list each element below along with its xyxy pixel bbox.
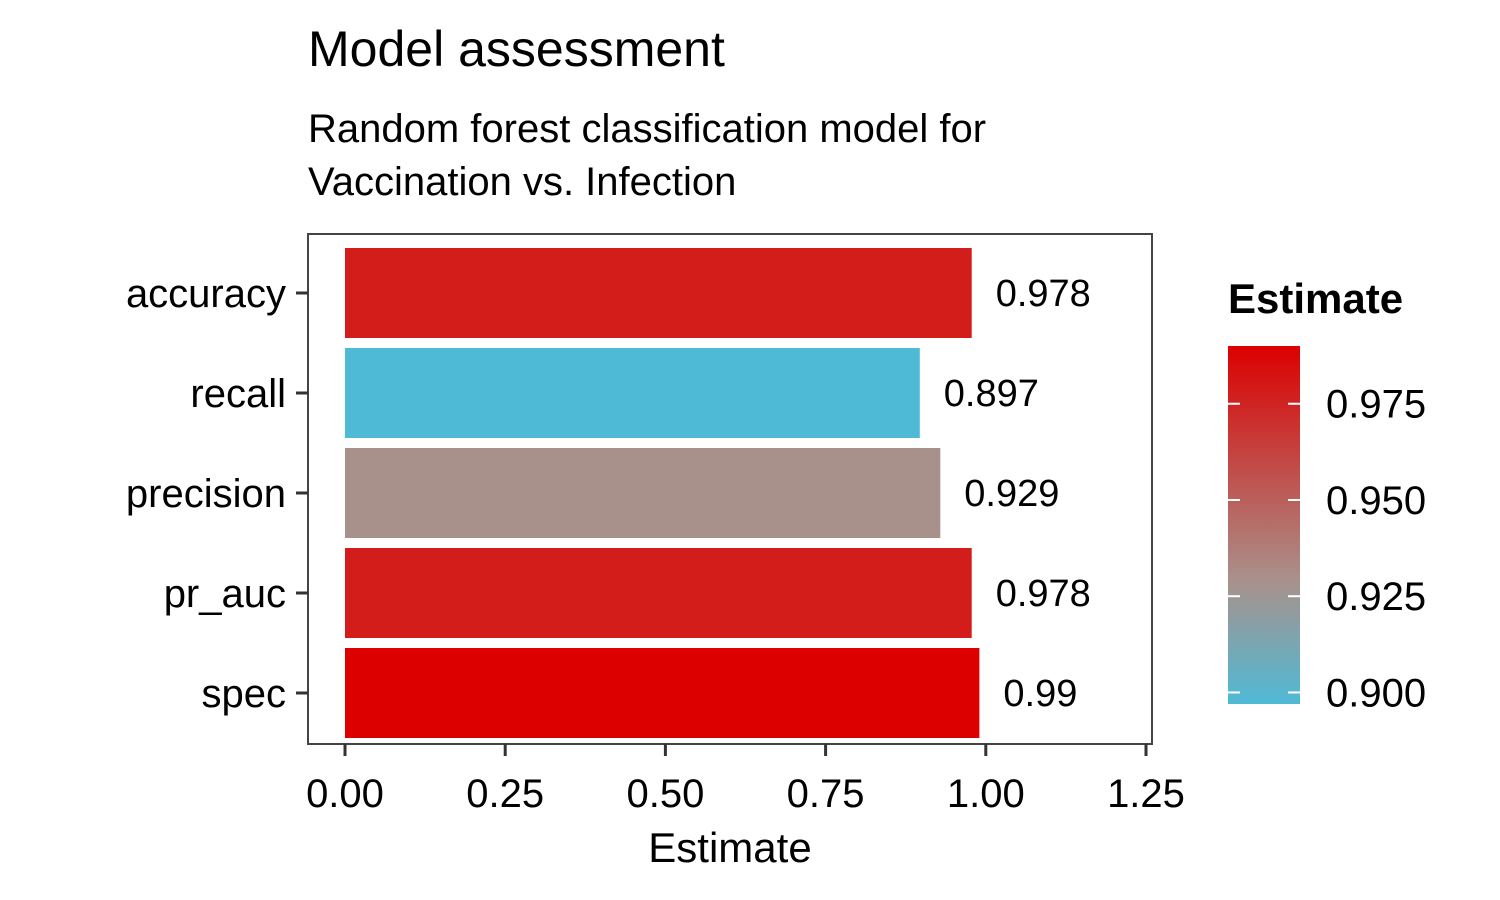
- y-tick-label-pr_auc: pr_auc: [164, 572, 286, 616]
- legend-tick-label: 0.900: [1326, 671, 1426, 715]
- chart-subtitle-line-1: Random forest classification model for: [308, 107, 986, 151]
- bar-accuracy: [345, 248, 972, 338]
- legend-tick-label: 0.975: [1326, 383, 1426, 427]
- x-axis-title: Estimate: [648, 824, 811, 871]
- plot-panel-border: [307, 233, 1153, 745]
- y-tick-label-recall: recall: [190, 372, 286, 416]
- data-label-spec: 0.99: [1003, 673, 1077, 715]
- legend-title: Estimate: [1228, 275, 1403, 322]
- x-tick-label: 1.25: [1107, 772, 1185, 816]
- bar-recall: [345, 348, 920, 438]
- bar-pr_auc: [345, 548, 972, 638]
- data-label-recall: 0.897: [944, 373, 1039, 415]
- legend-ticks: 0.975 0.950 0.925 0.900: [1228, 383, 1426, 715]
- chart-subtitle-line-2: Vaccination vs. Infection: [308, 160, 736, 204]
- chart-title: Model assessment: [308, 21, 725, 77]
- y-tick-label-spec: spec: [202, 672, 287, 716]
- legend: Estimate 0.975 0.950 0.925 0.900: [1228, 275, 1426, 715]
- legend-colorbar: [1228, 346, 1300, 704]
- x-axis: 0.00 0.25 0.50 0.75 1.00 1.25: [306, 744, 1185, 816]
- x-tick-label: 0.50: [626, 772, 704, 816]
- x-tick-label: 0.75: [787, 772, 865, 816]
- x-tick-label: 0.00: [306, 772, 384, 816]
- x-tick-label: 1.00: [947, 772, 1025, 816]
- bar-spec: [345, 648, 980, 738]
- data-label-pr_auc: 0.978: [996, 573, 1091, 615]
- bar-precision: [345, 448, 941, 538]
- data-label-precision: 0.929: [964, 473, 1059, 515]
- bars-layer: 0.978 0.897 0.929 0.978 0.99: [345, 248, 1091, 738]
- y-tick-label-precision: precision: [126, 472, 286, 516]
- y-tick-label-accuracy: accuracy: [126, 272, 286, 316]
- data-label-accuracy: 0.978: [996, 273, 1091, 315]
- legend-tick-label: 0.950: [1326, 479, 1426, 523]
- legend-tick-label: 0.925: [1326, 575, 1426, 619]
- x-tick-label: 0.25: [466, 772, 544, 816]
